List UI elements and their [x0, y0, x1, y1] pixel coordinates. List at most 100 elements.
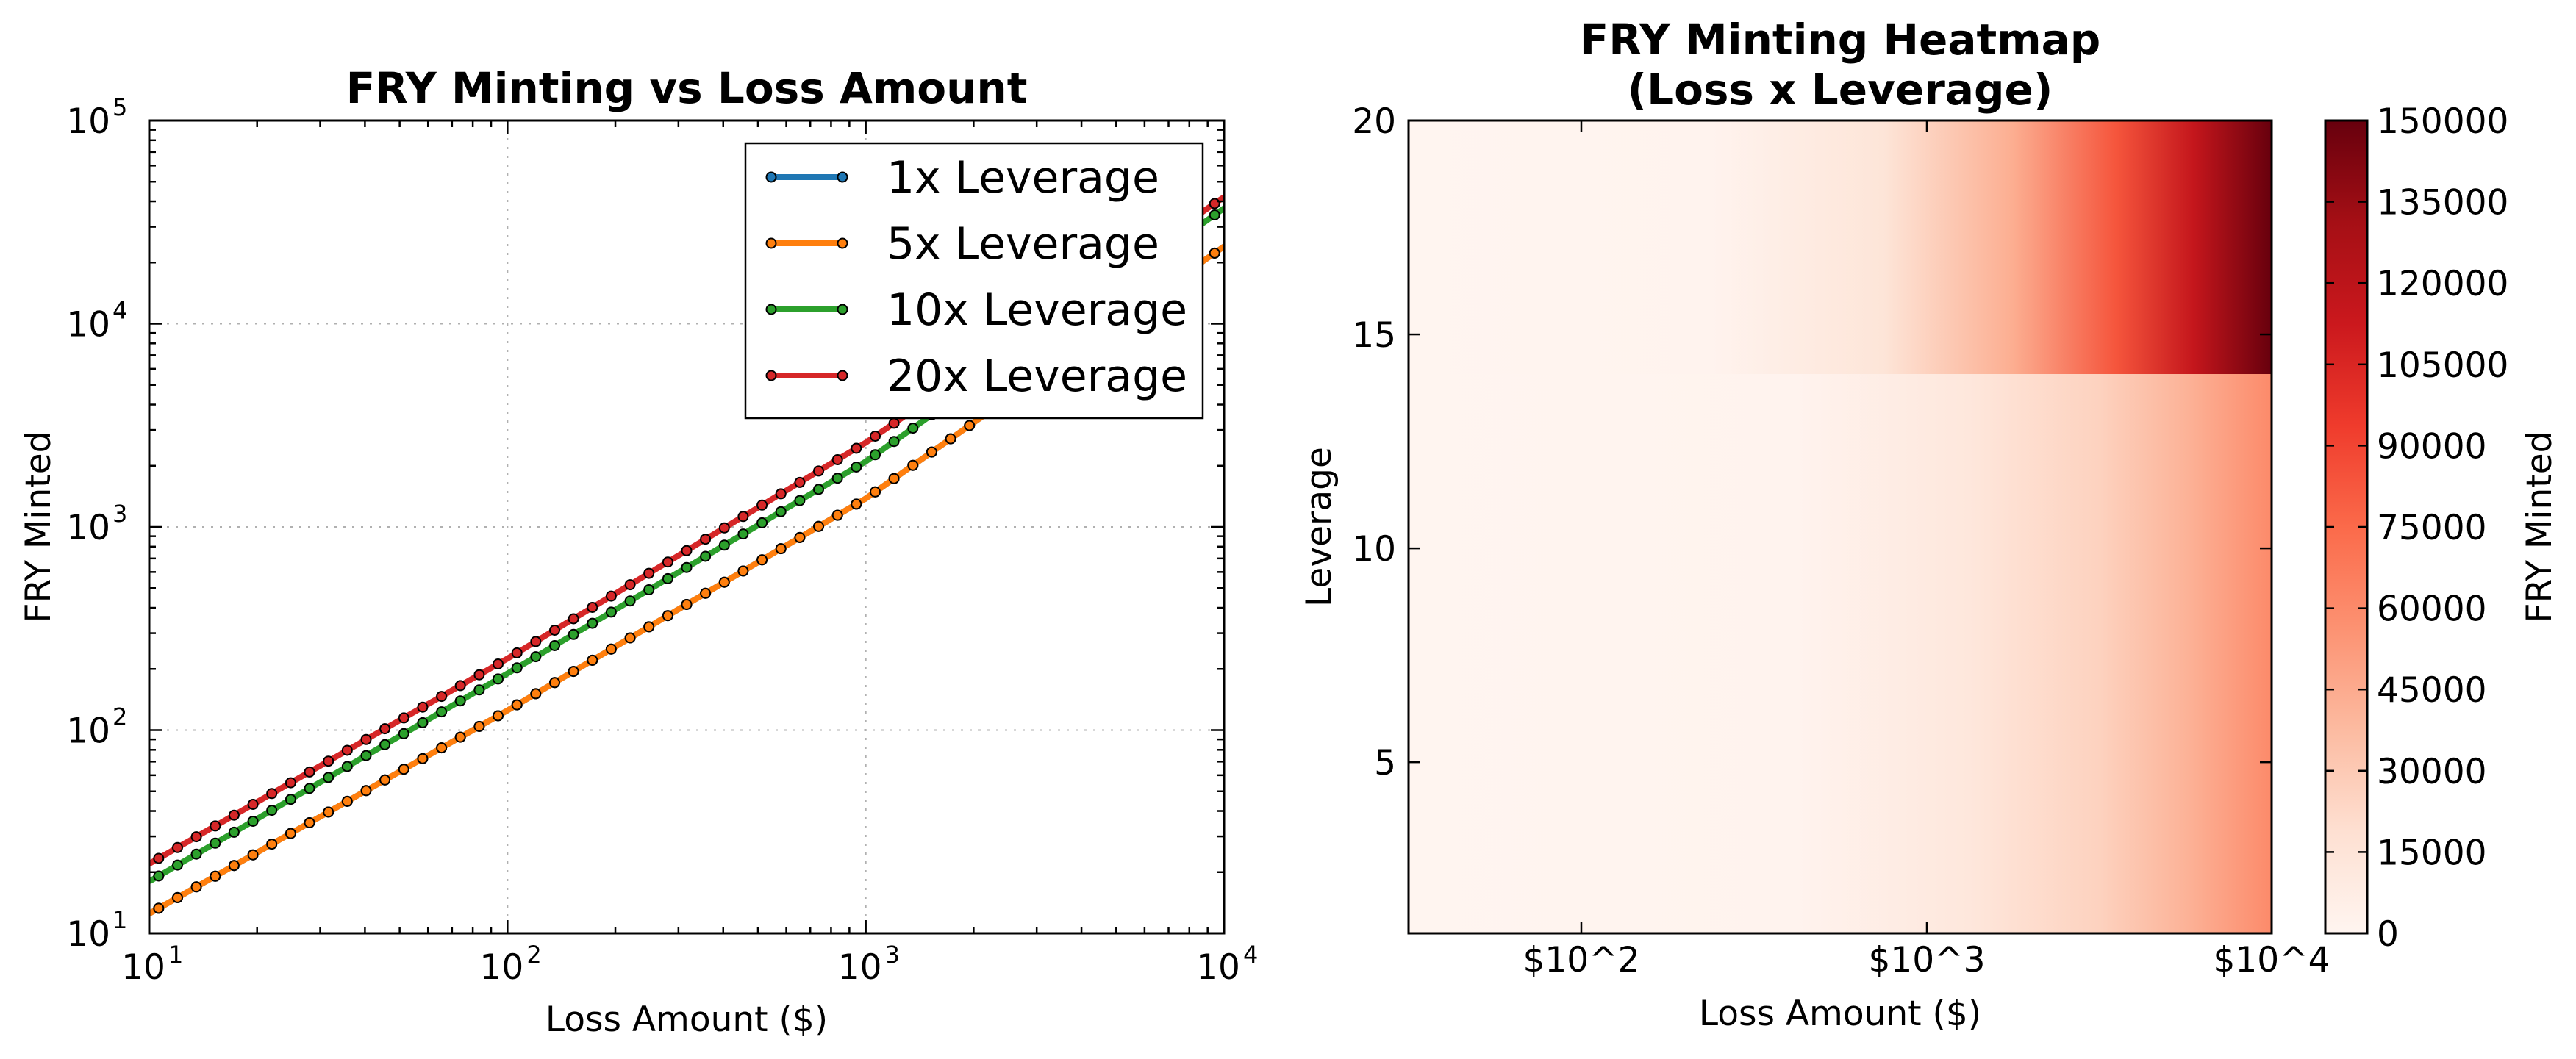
- left-chart-title: FRY Minting vs Loss Amount: [346, 63, 1028, 113]
- series-point: [360, 750, 372, 761]
- series-point: [190, 881, 202, 893]
- series-point: [794, 476, 806, 488]
- y-tick-label: 10: [66, 305, 110, 345]
- colorbar-label: FRY Minted: [2519, 431, 2560, 623]
- series-point: [568, 613, 579, 625]
- series-point: [624, 579, 636, 591]
- series-point: [775, 543, 787, 555]
- left-x-axis-label: Loss Amount ($): [545, 999, 828, 1040]
- x-tick-label: 10: [1196, 947, 1240, 988]
- y-tick-label: 10: [66, 101, 110, 142]
- series-point: [624, 632, 636, 644]
- legend-entry-20x: 20x Leverage: [765, 351, 1187, 402]
- series-point: [341, 761, 353, 772]
- series-point: [587, 602, 598, 613]
- series-point: [775, 488, 787, 500]
- series-point: [964, 420, 976, 431]
- series-point: [511, 699, 523, 711]
- series-point: [907, 423, 919, 434]
- y-tick-label-exponent: 1: [112, 906, 127, 934]
- y-tick-label: 10: [66, 711, 110, 752]
- series-point: [454, 680, 466, 692]
- heatmap-x-tick-label: $10^2: [1523, 940, 1640, 980]
- series-point: [756, 517, 768, 528]
- series-point: [436, 742, 448, 754]
- series-point: [153, 852, 165, 864]
- y-tick-label: 10: [66, 508, 110, 548]
- series-point: [851, 442, 862, 454]
- x-tick-label-exponent: 1: [168, 941, 183, 969]
- series-point: [304, 783, 315, 794]
- series-point: [794, 495, 806, 506]
- series-point: [436, 706, 448, 718]
- series-point: [417, 701, 429, 713]
- series-point: [605, 643, 617, 655]
- colorbar-tick-label: 45000: [2377, 670, 2487, 711]
- left-gridlines: [149, 121, 1224, 933]
- series-point: [190, 848, 202, 860]
- series-point: [643, 584, 655, 595]
- series-point: [756, 554, 768, 566]
- heatmap-x-tick-labels: $10^2 $10^3 $10^4: [1523, 940, 2330, 980]
- series-point: [341, 744, 353, 756]
- series-point: [549, 640, 560, 651]
- series-point: [153, 902, 165, 914]
- series-point: [851, 462, 862, 473]
- heatmap-x-tick-label: $10^4: [2214, 940, 2330, 980]
- series-point: [210, 820, 221, 832]
- series-point: [530, 688, 542, 700]
- y-tick-label-exponent: 3: [112, 500, 127, 528]
- series-point: [210, 870, 221, 882]
- series-point: [266, 805, 278, 816]
- series-point: [1209, 209, 1220, 220]
- legend-label-1x: 1x Leverage: [887, 152, 1159, 204]
- colorbar-tick-label: 15000: [2377, 833, 2487, 873]
- series-point: [172, 859, 183, 871]
- series-point: [813, 520, 824, 532]
- colorbar: 0 15000 30000 45000 60000 75000 90000 105000 120…: [2324, 101, 2560, 955]
- colorbar-tick-label: 150000: [2377, 101, 2508, 142]
- series-point: [285, 794, 296, 805]
- legend-box: [744, 142, 1204, 420]
- series-point: [813, 465, 824, 477]
- series-point: [530, 651, 542, 663]
- x-tick-label: 10: [479, 947, 523, 988]
- series-point: [379, 723, 391, 735]
- series-point: [718, 576, 730, 588]
- series-point: [737, 565, 749, 577]
- y-tick-label-exponent: 5: [112, 93, 127, 121]
- series-point: [775, 506, 787, 517]
- series-point: [587, 654, 598, 666]
- left-chart: FRY Minting vs Loss Amount 10 1 10 2 10 3 10 4 …: [18, 63, 1258, 1040]
- y-tick-label-exponent: 4: [112, 297, 127, 325]
- series-point: [247, 799, 259, 810]
- series-point: [681, 599, 693, 610]
- legend: 1x Leverage 5x Leverage 10x Leverage 20x…: [744, 142, 1204, 420]
- y-tick-label-exponent: 2: [112, 703, 127, 731]
- series-point: [228, 826, 240, 838]
- heatmap-x-tick-label: $10^3: [1869, 940, 1986, 980]
- series-point: [831, 454, 843, 465]
- series-point: [794, 531, 806, 543]
- x-tick-label-exponent: 3: [885, 941, 900, 969]
- legend-label-10x: 10x Leverage: [887, 284, 1187, 336]
- series-point: [379, 774, 391, 786]
- series-point: [473, 684, 485, 696]
- colorbar-tick-label: 120000: [2377, 264, 2508, 304]
- series-point: [285, 828, 296, 839]
- series-point: [398, 764, 409, 775]
- series-point: [662, 556, 673, 568]
- colorbar-tick-label: 60000: [2377, 589, 2487, 630]
- series-point: [870, 431, 881, 442]
- series-point: [568, 628, 579, 640]
- series-point: [549, 625, 560, 636]
- series-point: [681, 561, 693, 573]
- series-point: [172, 841, 183, 853]
- series-point: [907, 459, 919, 471]
- colorbar-tick-label: 0: [2377, 914, 2399, 955]
- colorbar-tick-label: 90000: [2377, 426, 2487, 467]
- series-point: [493, 673, 504, 685]
- heatmap-y-tick-label: 5: [1374, 743, 1396, 783]
- colorbar-tick-label: 105000: [2377, 345, 2508, 386]
